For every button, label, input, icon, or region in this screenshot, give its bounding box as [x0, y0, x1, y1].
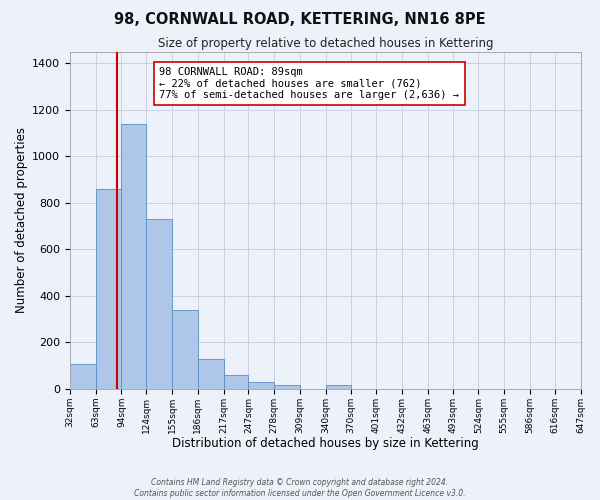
Title: Size of property relative to detached houses in Kettering: Size of property relative to detached ho… [158, 38, 493, 51]
X-axis label: Distribution of detached houses by size in Kettering: Distribution of detached houses by size … [172, 437, 479, 450]
Text: 98 CORNWALL ROAD: 89sqm
← 22% of detached houses are smaller (762)
77% of semi-d: 98 CORNWALL ROAD: 89sqm ← 22% of detache… [160, 67, 460, 100]
Bar [274, 386, 300, 389]
Y-axis label: Number of detached properties: Number of detached properties [15, 127, 28, 313]
Bar [121, 124, 146, 389]
Bar [326, 386, 350, 389]
Bar [96, 189, 121, 389]
Bar [146, 219, 172, 389]
Bar [224, 375, 248, 389]
Bar [248, 382, 274, 389]
Text: Contains HM Land Registry data © Crown copyright and database right 2024.
Contai: Contains HM Land Registry data © Crown c… [134, 478, 466, 498]
Bar [172, 310, 198, 389]
Bar [198, 358, 224, 389]
Text: 98, CORNWALL ROAD, KETTERING, NN16 8PE: 98, CORNWALL ROAD, KETTERING, NN16 8PE [114, 12, 486, 28]
Bar [70, 364, 96, 389]
